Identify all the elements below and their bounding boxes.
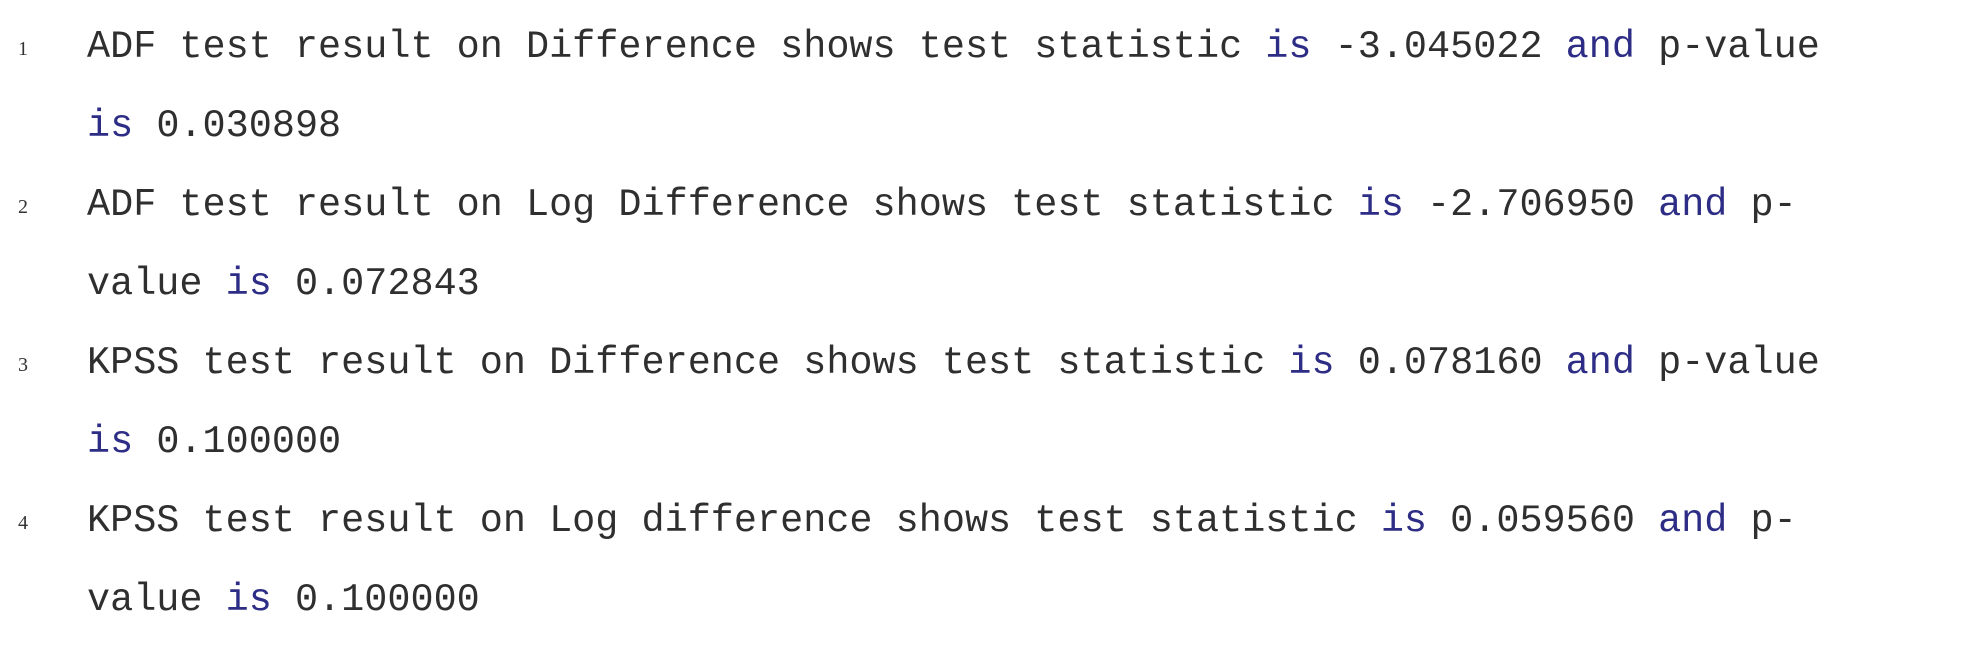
text-segment: KPSS test result on Log difference shows… (87, 499, 1381, 543)
text-segment: p-value (1634, 25, 1843, 69)
keyword: is (1357, 183, 1404, 227)
text-segment: 0.030898 (133, 104, 342, 148)
code-line: 4 KPSS test result on Log difference sho… (0, 482, 1977, 642)
line-text: ADF test result on Log Difference shows … (87, 166, 1887, 324)
text-segment: ADF test result on Log Difference shows … (87, 183, 1358, 227)
text-segment: 0.100000 (133, 420, 342, 464)
code-line: 2 ADF test result on Log Difference show… (0, 166, 1977, 326)
line-number: 1 (18, 38, 28, 60)
keyword: is (225, 262, 272, 306)
text-segment: ADF test result on Difference shows test… (87, 25, 1266, 69)
keyword: and (1565, 341, 1635, 385)
text-segment: -2.706950 (1403, 183, 1659, 227)
text-segment: KPSS test result on Difference shows tes… (87, 341, 1289, 385)
keyword: and (1658, 183, 1728, 227)
code-line: 3 KPSS test result on Difference shows t… (0, 324, 1977, 484)
text-segment: -3.045022 (1311, 25, 1566, 69)
line-number: 2 (18, 196, 28, 218)
line-text: KPSS test result on Log difference shows… (87, 482, 1887, 640)
keyword: is (1265, 25, 1312, 69)
text-segment: 0.100000 (271, 578, 480, 622)
line-number: 4 (18, 512, 28, 534)
keyword: is (1288, 341, 1335, 385)
keyword: is (87, 104, 134, 148)
keyword: is (1380, 499, 1428, 543)
text-segment: p-value (87, 183, 1797, 306)
text-segment: p-value (87, 499, 1797, 622)
code-line: 1 ADF test result on Difference shows te… (0, 8, 1977, 168)
line-text: KPSS test result on Difference shows tes… (87, 324, 1887, 482)
text-segment: p-value (1634, 341, 1843, 385)
keyword: and (1565, 25, 1635, 69)
line-number: 3 (18, 354, 28, 376)
text-segment: 0.072843 (271, 262, 480, 306)
keyword: and (1658, 499, 1728, 543)
text-segment: 0.078160 (1334, 341, 1566, 385)
keyword: is (87, 420, 134, 464)
line-text: ADF test result on Difference shows test… (87, 8, 1887, 166)
text-segment: 0.059560 (1427, 499, 1659, 543)
keyword: is (225, 578, 272, 622)
